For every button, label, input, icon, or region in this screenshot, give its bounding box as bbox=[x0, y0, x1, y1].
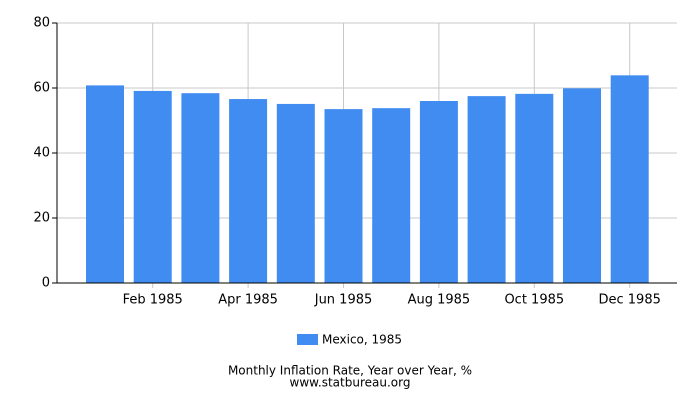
x-tick-label: Feb 1985 bbox=[123, 293, 183, 308]
legend-swatch bbox=[297, 334, 318, 345]
x-tick-label: Apr 1985 bbox=[218, 293, 278, 308]
bar bbox=[181, 93, 220, 283]
bar bbox=[372, 108, 411, 284]
y-tick-label: 40 bbox=[33, 146, 50, 161]
x-tick-label: Dec 1985 bbox=[599, 293, 661, 308]
bar bbox=[324, 109, 363, 283]
bar bbox=[86, 85, 124, 284]
bar bbox=[419, 101, 458, 283]
legend-label: Mexico, 1985 bbox=[322, 333, 402, 347]
bar bbox=[610, 75, 649, 283]
y-tick-label: 0 bbox=[42, 276, 50, 291]
bar bbox=[563, 88, 601, 283]
x-tick-label: Oct 1985 bbox=[504, 293, 564, 308]
x-tick-label: Jun 1985 bbox=[314, 293, 373, 308]
bar bbox=[515, 93, 554, 283]
chart-title: Monthly Inflation Rate, Year over Year, … bbox=[228, 364, 472, 378]
source: www.statbureau.org bbox=[290, 376, 411, 390]
y-tick-label: 20 bbox=[33, 211, 50, 226]
x-tick-label: Aug 1985 bbox=[408, 293, 471, 308]
bar bbox=[276, 103, 315, 283]
bar bbox=[133, 90, 172, 283]
bar bbox=[467, 96, 506, 283]
y-tick-label: 60 bbox=[33, 81, 50, 96]
bar bbox=[229, 99, 268, 283]
y-tick-label: 80 bbox=[33, 16, 50, 31]
